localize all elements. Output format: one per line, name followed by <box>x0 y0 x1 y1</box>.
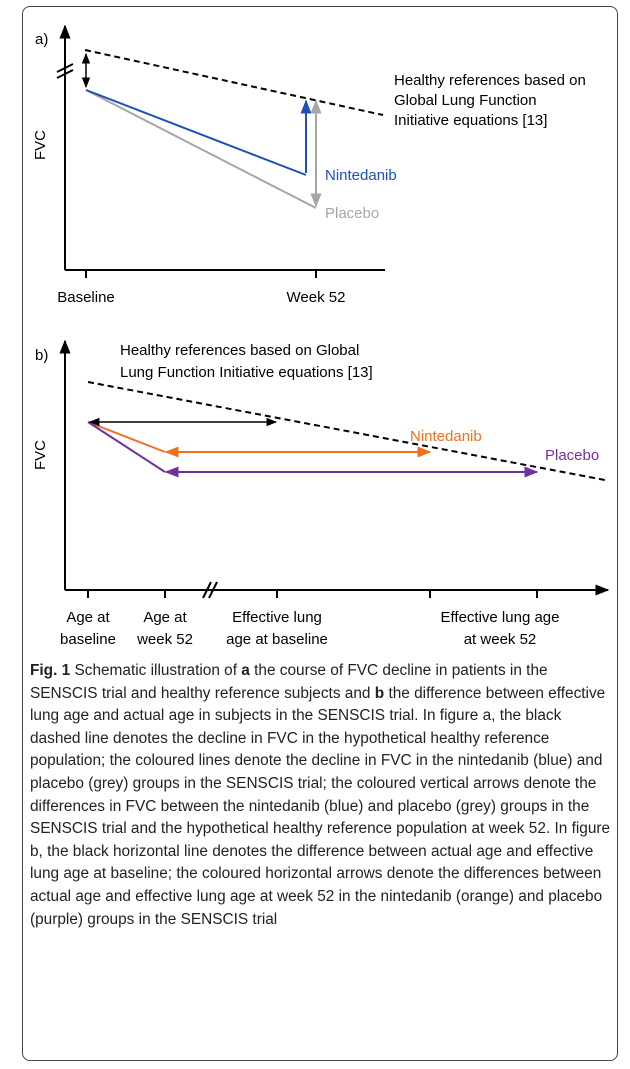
reference-line <box>87 381 606 481</box>
axis-break <box>208 581 218 599</box>
panel-a: a) FVC Baseline Week 52 Healthy referenc… <box>32 24 586 306</box>
reference-label: Initiative equations [13] <box>394 112 547 129</box>
x-tick-label: Effective lung age <box>441 609 560 626</box>
caption-text: the course of FVC decline in patients in… <box>30 662 548 702</box>
x-tick-label: baseline <box>60 631 116 648</box>
nintedanib-line <box>85 89 307 176</box>
x-tick-label: Effective lung <box>232 609 322 626</box>
y-axis-label: FVC <box>32 440 49 470</box>
panel-label: b) <box>35 347 48 364</box>
axis-break <box>56 69 74 79</box>
series-label: Nintedanib <box>410 428 482 445</box>
reference-label: Lung Function Initiative equations [13] <box>120 364 373 381</box>
reference-line <box>84 49 384 116</box>
x-tick-label: at week 52 <box>464 631 537 648</box>
x-tick-label: age at baseline <box>226 631 328 648</box>
placebo-line <box>85 89 317 209</box>
axis-break <box>56 63 74 73</box>
figure-frame <box>22 6 618 1061</box>
axis-break <box>202 581 212 599</box>
caption-label: Fig. 1 <box>30 662 71 679</box>
caption-text: Schematic illustration of <box>70 662 242 679</box>
x-tick-label: week 52 <box>136 631 193 648</box>
reference-label: Healthy references based on <box>394 72 586 89</box>
reference-label: Healthy references based on Global <box>120 342 359 359</box>
caption-text: a <box>241 662 250 679</box>
placebo-line <box>87 421 166 473</box>
x-tick-label: Baseline <box>57 289 115 306</box>
panel-b: b) FVC Age at baseline Age at week 52 Ef… <box>32 339 610 648</box>
series-label: Placebo <box>545 447 599 464</box>
reference-label: Global Lung Function <box>394 92 537 109</box>
series-label: Nintedanib <box>325 167 397 184</box>
nintedanib-line <box>87 421 166 453</box>
figure: a) FVC Baseline Week 52 Healthy referenc… <box>32 24 610 648</box>
x-tick-label: Week 52 <box>287 289 346 306</box>
caption-text: b <box>374 684 385 702</box>
y-axis-label: FVC <box>32 130 49 160</box>
x-tick-label: Age at <box>66 609 110 626</box>
x-tick-label: Age at <box>143 609 187 626</box>
caption-text: the difference between effective lung ag… <box>30 684 611 928</box>
caption: Fig. 1 Schematic illustration of a the c… <box>30 660 612 931</box>
panel-label: a) <box>35 31 48 48</box>
series-label: Placebo <box>325 205 379 222</box>
